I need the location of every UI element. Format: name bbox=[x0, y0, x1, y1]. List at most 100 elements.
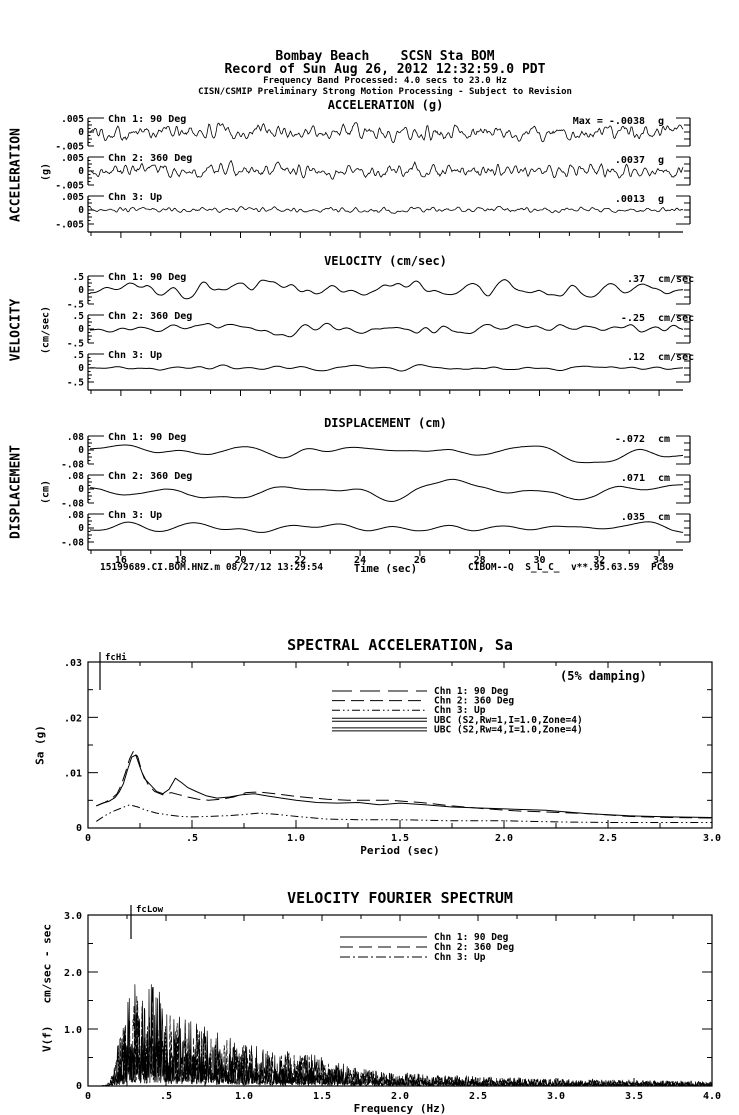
channel-label: Chn 1: 90 Deg bbox=[108, 114, 186, 125]
fourier-ytick-label: 3.0 bbox=[64, 911, 82, 922]
velocity-x-axis bbox=[87, 382, 683, 396]
acceleration-channel-2-axis: .005 0 -.005 Chn 2: 360 Deg .0037 g bbox=[55, 153, 691, 192]
velocity-channel-1-axis: .5 0 -.5 Chn 1: 90 Deg .37 cm/sec bbox=[67, 272, 694, 311]
time-tick-label: 18 bbox=[175, 555, 187, 566]
processing-version: CIBOM--Q S_L_C_ v**.95.63.59 PC89 bbox=[468, 562, 674, 573]
spectral-xtick-label: 1.5 bbox=[391, 833, 409, 844]
channel-label: Chn 3: Up bbox=[108, 510, 162, 521]
fourier-trace-channel-2 bbox=[101, 995, 713, 1087]
fourier-ytick-label: 2.0 bbox=[64, 968, 82, 979]
fourier-x-axis-label: Frequency (Hz) bbox=[354, 1102, 447, 1115]
displacement-ytick-zero: 0 bbox=[78, 523, 84, 534]
station-title: Bombay Beach SCSN Sta BOM bbox=[275, 49, 495, 64]
spectral-legend-entry: Chn 2: 360 Deg bbox=[332, 696, 514, 707]
channel-label: Chn 2: 360 Deg bbox=[108, 153, 192, 164]
peak-value: Max = -.0038 bbox=[573, 116, 645, 127]
spectral-ytick-label: .03 bbox=[64, 658, 82, 669]
fourier-ytick-label: 0 bbox=[76, 1081, 82, 1092]
acceleration-trace-channel-2 bbox=[89, 159, 684, 180]
fourier-xtick-label: 3.0 bbox=[547, 1091, 565, 1102]
acceleration-channel-1-axis: .005 0 -.005 Chn 1: 90 Deg Max = -.0038 g bbox=[55, 114, 691, 153]
acceleration-ytick-zero: 0 bbox=[78, 205, 84, 216]
displacement-trace-channel-2 bbox=[89, 478, 683, 503]
displacement-ytick-top: .08 bbox=[67, 471, 84, 482]
spectral-xtick-label: 3.0 bbox=[703, 833, 721, 844]
peak-value: .12 bbox=[627, 352, 645, 363]
time-tick-label: 24 bbox=[354, 555, 366, 566]
fourier-legend-entry: Chn 2: 360 Deg bbox=[340, 942, 514, 953]
report-header: Bombay Beach SCSN Sta BOM Record of Sun … bbox=[40, 50, 730, 97]
displacement-plot: .08 0 -.08 Chn 1: 90 Deg -.072 cm .08 0 -.08 Chn … bbox=[61, 432, 691, 575]
acceleration-ytick-top: .005 bbox=[61, 153, 84, 164]
time-tick-label: 16 bbox=[115, 555, 127, 566]
displacement-ytick-top: .08 bbox=[67, 510, 84, 521]
time-tick-label: 32 bbox=[593, 555, 605, 566]
peak-unit: cm bbox=[658, 512, 670, 523]
fourier-xtick-label: 1.0 bbox=[235, 1091, 253, 1102]
peak-unit: cm bbox=[658, 473, 670, 484]
fourier-ytick-label: 1.0 bbox=[64, 1025, 82, 1036]
velocity-ytick-bottom: -.5 bbox=[67, 378, 84, 389]
channel-label: Chn 1: 90 Deg bbox=[108, 272, 186, 283]
fourier-xtick-label: 1.5 bbox=[313, 1091, 331, 1102]
displacement-channel-1-axis: .08 0 -.08 Chn 1: 90 Deg -.072 cm bbox=[61, 432, 691, 471]
acceleration-trace-channel-3 bbox=[89, 206, 683, 214]
peak-value: .071 bbox=[621, 473, 645, 484]
velocity-ytick-zero: 0 bbox=[78, 363, 84, 374]
acceleration-ytick-top: .005 bbox=[61, 192, 84, 203]
spectral-legend-entry: UBC (S2,Rw=4,I=1.0,Zone=4) bbox=[332, 724, 583, 735]
channel-label: Chn 3: Up bbox=[108, 192, 162, 203]
record-file-id: 15199689.CI.BOM.HNZ.m 08/27/12 13:29:54 bbox=[100, 562, 324, 573]
acceleration-ytick-zero: 0 bbox=[78, 127, 84, 138]
channel-label: Chn 1: 90 Deg bbox=[108, 432, 186, 443]
peak-unit: g bbox=[658, 116, 664, 127]
spectral-legend-label: Chn 3: Up bbox=[434, 705, 486, 716]
peak-value: .0013 bbox=[615, 194, 645, 205]
velocity-title: VELOCITY (cm/sec) bbox=[324, 254, 447, 268]
spectral-x-axis-label: Period (sec) bbox=[360, 844, 439, 857]
spectral-legend-entry: Chn 1: 90 Deg bbox=[332, 686, 509, 697]
velocity-channel-2-axis: .5 0 -.5 Chn 2: 360 Deg -.25 cm/sec bbox=[67, 311, 694, 350]
time-tick-label: 30 bbox=[533, 555, 545, 566]
spectral-xtick-label: .5 bbox=[186, 833, 198, 844]
velocity-ytick-bottom: -.5 bbox=[67, 300, 84, 311]
acceleration-channel-3-axis: .005 0 -.005 Chn 3: Up .0013 g bbox=[55, 192, 691, 231]
peak-unit: cm/sec bbox=[658, 274, 694, 285]
spectral-legend-entry: UBC (S2,Rw=1,I=1.0,Zone=4) bbox=[332, 715, 583, 726]
frequency-band-note: Frequency Band Processed: 4.0 secs to 23… bbox=[263, 76, 507, 86]
peak-value: .37 bbox=[627, 274, 645, 285]
fc-low-label: fcLow bbox=[136, 905, 164, 915]
fourier-xtick-label: 3.5 bbox=[625, 1091, 643, 1102]
displacement-ytick-zero: 0 bbox=[78, 445, 84, 456]
spectral-title: SPECTRAL ACCELERATION, Sa bbox=[287, 636, 513, 654]
displacement-trace-channel-1 bbox=[90, 444, 684, 464]
spectral-legend-entry: Chn 3: Up bbox=[332, 705, 486, 716]
spectral-xtick-label: 0 bbox=[85, 833, 91, 844]
fourier-title: VELOCITY FOURIER SPECTRUM bbox=[287, 889, 513, 907]
velocity-ytick-zero: 0 bbox=[78, 324, 84, 335]
fourier-legend-label: Chn 1: 90 Deg bbox=[434, 932, 509, 943]
velocity-ytick-top: .5 bbox=[73, 350, 85, 361]
acceleration-ytick-bottom: -.005 bbox=[55, 220, 84, 231]
peak-value: .0037 bbox=[615, 155, 645, 166]
displacement-ytick-bottom: -.08 bbox=[61, 499, 84, 510]
spectral-legend-label: UBC (S2,Rw=4,I=1.0,Zone=4) bbox=[434, 724, 583, 735]
fourier-trace-channel-3 bbox=[101, 1038, 713, 1088]
time-tick-label: 22 bbox=[294, 555, 306, 566]
velocity-ytick-top: .5 bbox=[73, 311, 85, 322]
velocity-trace-channel-2 bbox=[89, 322, 684, 338]
spectral-series-1 bbox=[96, 754, 712, 818]
spectral-content: .03 .02 .01 00 .5 1.0 1.5 2.0 2.5 3.0 Period (sec)… bbox=[64, 652, 721, 857]
velocity-fourier-plot: 3.0 2.0 1.0 00 .5 1.0 1.5 2.0 2.5 3.0 3.5 4.0 Freque… bbox=[64, 905, 721, 1115]
acceleration-ytick-bottom: -.005 bbox=[55, 181, 84, 192]
fourier-xtick-label: 0 bbox=[85, 1091, 91, 1102]
acceleration-ytick-bottom: -.005 bbox=[55, 142, 84, 153]
displacement-channel-3-axis: .08 0 -.08 Chn 3: Up .035 cm bbox=[61, 510, 691, 549]
damping-annotation: (5% damping) bbox=[560, 669, 647, 683]
displacement-x-axis: 16 18 20 22 24 26 28 30 32 34 Time (sec) bbox=[87, 542, 683, 575]
acceleration-trace-channel-1 bbox=[89, 122, 684, 144]
spectral-ytick-label: .01 bbox=[64, 769, 82, 780]
peak-unit: cm bbox=[658, 434, 670, 445]
velocity-ytick-top: .5 bbox=[73, 272, 85, 283]
